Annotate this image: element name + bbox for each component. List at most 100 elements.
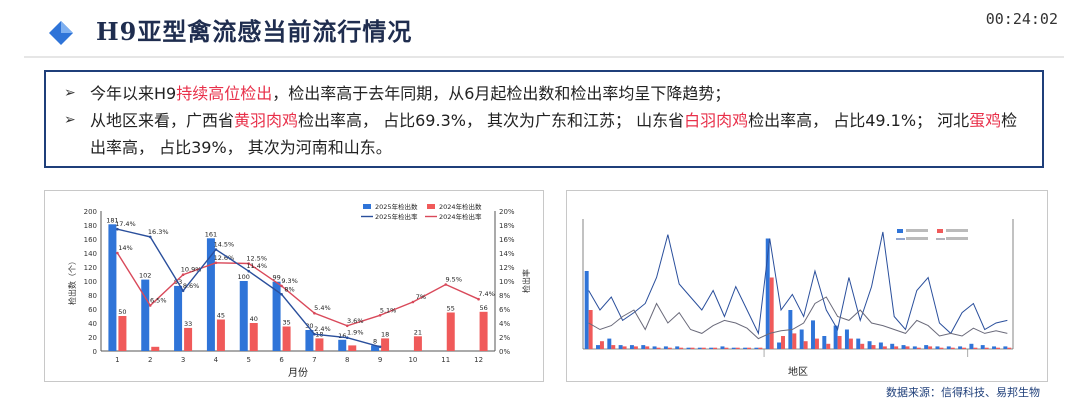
region-bar-2025 bbox=[709, 347, 714, 349]
region-bar-2024 bbox=[747, 347, 752, 349]
region-bar-2025 bbox=[867, 341, 872, 349]
region-bar-2025 bbox=[901, 345, 906, 349]
region-bar-2025 bbox=[720, 346, 725, 349]
rate-2025-label: 1.9% bbox=[347, 329, 364, 337]
bar-2025 bbox=[338, 339, 347, 351]
rate-2025-label: 17.4% bbox=[115, 220, 136, 228]
bar-2025-label: 8 bbox=[373, 337, 377, 345]
x-tick-label: 2 bbox=[148, 356, 152, 364]
rate-2025-point bbox=[214, 248, 218, 251]
y2-tick-label: 6% bbox=[499, 306, 510, 314]
region-bar-2024 bbox=[973, 347, 978, 349]
region-bar-2024 bbox=[656, 347, 661, 349]
region-bar-2025 bbox=[833, 325, 838, 349]
rate-2024-label: 9.5% bbox=[445, 276, 462, 284]
bar-2024 bbox=[184, 327, 193, 351]
summary-highlight: 蛋鸡 bbox=[969, 111, 1002, 130]
x-axis-label: 地区 bbox=[788, 365, 808, 378]
rate-2025-label: 8% bbox=[284, 285, 294, 293]
region-bar-2025 bbox=[675, 346, 680, 349]
region-bar-2025 bbox=[924, 345, 929, 349]
region-bar-2024 bbox=[792, 333, 797, 349]
region-bar-2025 bbox=[765, 238, 770, 349]
rate-2024-point bbox=[444, 283, 448, 286]
x-tick-label: 4 bbox=[214, 356, 219, 364]
region-rate-2025-line bbox=[588, 231, 1008, 336]
region-bar-2024 bbox=[679, 347, 684, 349]
region-bar-2025 bbox=[844, 329, 849, 349]
rate-2024-label: 3.6% bbox=[347, 317, 364, 325]
region-bar-2025 bbox=[980, 345, 985, 349]
region-bar-2025 bbox=[629, 345, 634, 349]
region-bar-2024 bbox=[781, 336, 785, 349]
y2-tick-label: 12% bbox=[499, 264, 515, 272]
bar-2024-label: 21 bbox=[414, 328, 422, 336]
rate-2024-label: 7.4% bbox=[478, 290, 495, 298]
rate-2024-point bbox=[378, 314, 382, 317]
x-tick-label: 6 bbox=[279, 356, 284, 364]
monthly-detection-chart: 0204060801001201401601802000%2%4%6%8%10%… bbox=[67, 202, 531, 379]
y2-tick-label: 20% bbox=[499, 208, 515, 216]
rate-2025-point bbox=[116, 227, 119, 231]
rate-2025-point bbox=[378, 345, 382, 349]
rate-2025-point bbox=[280, 293, 283, 296]
rate-2024-label: 9.3% bbox=[281, 277, 298, 285]
summary-text-part: 今年以来H9 bbox=[90, 84, 177, 103]
region-bar-2024 bbox=[837, 336, 842, 349]
legend-swatch bbox=[937, 229, 943, 233]
rate-2025-point bbox=[313, 332, 316, 336]
rate-2024-point bbox=[181, 273, 185, 276]
data-source: 数据来源：信得科技、易邦生物 bbox=[886, 386, 1040, 399]
region-bar-2024 bbox=[667, 347, 672, 349]
region-rate-2024-line bbox=[588, 296, 1008, 340]
rate-2024-label: 12.5% bbox=[246, 255, 267, 263]
rate-2024-point bbox=[214, 261, 218, 265]
bar-2025 bbox=[206, 238, 215, 351]
region-chart-panel: 地区 bbox=[566, 190, 1048, 382]
page-title: H9亚型禽流感当前流行情况 bbox=[96, 17, 413, 46]
region-bar-2024 bbox=[701, 347, 706, 349]
region-bar-2024 bbox=[633, 346, 638, 349]
summary-text-part: 从地区来看，广西省 bbox=[90, 111, 235, 130]
y2-tick-label: 0% bbox=[499, 348, 510, 356]
bar-2024-label: 35 bbox=[282, 319, 290, 327]
summary-highlight: 黄羽肉鸡 bbox=[234, 111, 299, 130]
y-tick-label: 60 bbox=[88, 306, 97, 314]
summary-bullet-2: ➢ 从地区来看，广西省黄羽肉鸡检出率高， 占比69.3%， 其次为广东和江苏； … bbox=[64, 107, 1024, 161]
rate-2024-label: 5.1% bbox=[380, 306, 397, 314]
summary-highlight: 白羽肉鸡 bbox=[684, 111, 749, 130]
diamond-icon bbox=[49, 21, 73, 45]
region-bar-2024 bbox=[803, 341, 808, 349]
region-bar-2024 bbox=[724, 347, 729, 349]
region-bar-2024 bbox=[871, 345, 876, 349]
bar-2024-label: 45 bbox=[217, 312, 225, 320]
rate-2024-label: 7% bbox=[416, 293, 426, 301]
y-tick-label: 40 bbox=[88, 320, 97, 328]
y2-tick-label: 4% bbox=[499, 320, 510, 328]
legend-label: 2024年检出率 bbox=[439, 212, 482, 221]
rate-2024-point bbox=[116, 251, 119, 255]
rate-2024-label: 6.5% bbox=[150, 297, 167, 305]
bar-2024-label: 50 bbox=[118, 308, 126, 316]
rate-2024-label: 10.9% bbox=[181, 266, 202, 274]
region-bar-2024 bbox=[950, 347, 955, 349]
bar-2025 bbox=[371, 345, 380, 351]
bar-2025-label: 16 bbox=[338, 332, 346, 340]
region-bar-2024 bbox=[645, 346, 650, 349]
rate-2024-label: 5.4% bbox=[314, 304, 331, 312]
legend-text-placeholder bbox=[946, 229, 968, 232]
y2-tick-label: 18% bbox=[499, 222, 515, 230]
bar-2024-label: 55 bbox=[447, 305, 455, 313]
bar-2024-label: 33 bbox=[184, 320, 192, 328]
bar-2024 bbox=[381, 338, 390, 351]
summary-text-1: 今年以来H9持续高位检出，检出率高于去年同期，从6月起检出数和检出率均呈下降趋势… bbox=[90, 80, 1024, 107]
legend-text-placeholder bbox=[906, 229, 928, 232]
title-divider bbox=[24, 56, 1064, 58]
rate-2025-line bbox=[117, 228, 381, 348]
region-bar-2025 bbox=[992, 346, 997, 349]
summary-text-part: ，检出率高于去年同期，从6月起检出数和检出率均呈下降趋势； bbox=[272, 84, 731, 103]
bar-2024-label: 40 bbox=[250, 315, 258, 323]
y2-tick-label: 16% bbox=[499, 236, 515, 244]
rate-2025-point bbox=[181, 289, 185, 293]
monthly-chart-panel: 0 20 40 60 80 100 120 140 160 180 200 0% 2% 4% 6% 8% 10%… bbox=[44, 190, 544, 382]
